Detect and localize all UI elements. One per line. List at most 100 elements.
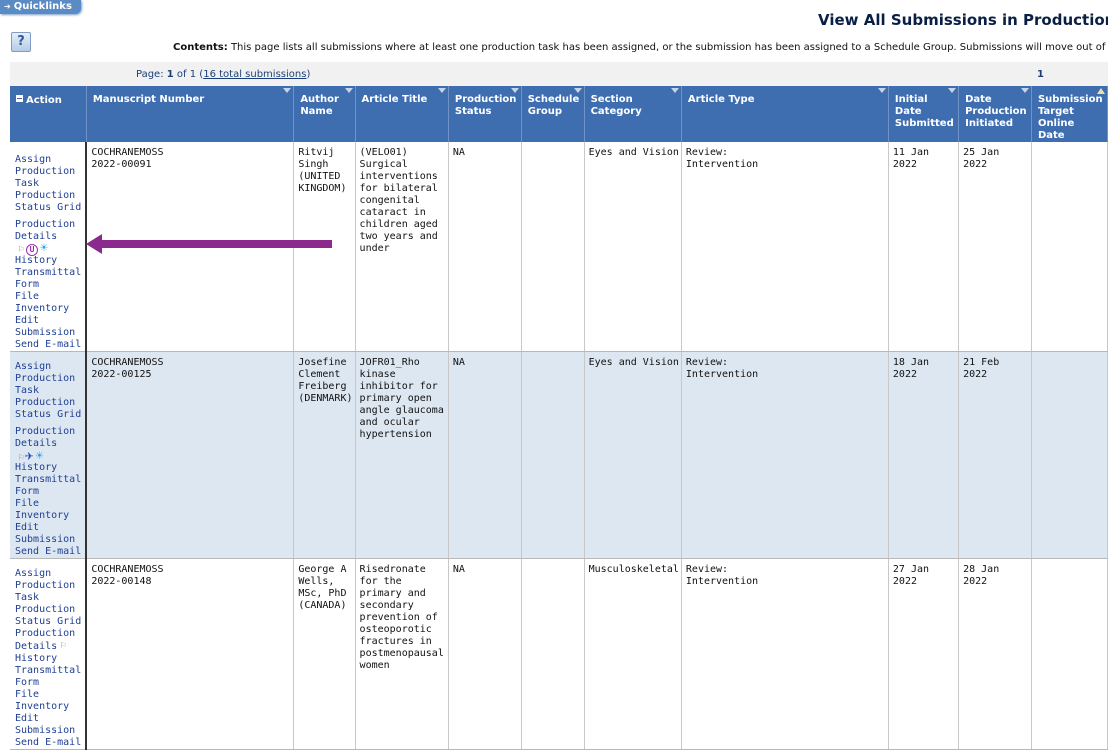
- production-status-grid-link[interactable]: Production Status Grid: [15, 603, 82, 627]
- sort-icon[interactable]: [283, 88, 292, 93]
- sort-icon[interactable]: [437, 88, 446, 93]
- column-header-production-status[interactable]: Production Status: [448, 86, 522, 142]
- sort-icon[interactable]: [948, 88, 957, 93]
- history-link[interactable]: History: [15, 254, 58, 266]
- target-online-date-cell: [1031, 558, 1108, 750]
- sort-icon[interactable]: [670, 88, 679, 93]
- pager-of: of 1: [176, 69, 197, 80]
- initial-date-cell: 18 Jan 2022: [888, 351, 960, 559]
- pager-current: 1: [166, 69, 174, 80]
- edit-submission-link[interactable]: Edit Submission: [15, 521, 76, 545]
- production-status-cell: NA: [448, 142, 522, 352]
- page-title: View All Submissions in Production: [818, 11, 1108, 29]
- submissions-table: Action Manuscript Number Author Name Art…: [10, 86, 1108, 750]
- action-cell: Assign Production Task Production Status…: [10, 351, 88, 559]
- section-category-cell: Eyes and Vision: [584, 351, 682, 559]
- contents-label: Contents:: [173, 42, 228, 53]
- assign-production-task-link[interactable]: Assign Production Task: [15, 360, 76, 396]
- help-icon[interactable]: ?: [11, 32, 31, 52]
- column-header-article-type[interactable]: Article Type: [681, 86, 889, 142]
- total-submissions-link[interactable]: 16 total submissions: [203, 69, 307, 80]
- sort-icon[interactable]: [573, 88, 582, 93]
- production-status-grid-link[interactable]: Production Status Grid: [15, 396, 82, 420]
- file-inventory-link[interactable]: File Inventory: [15, 688, 70, 712]
- schedule-group-cell: [521, 351, 585, 559]
- production-details-link[interactable]: Production Details: [15, 219, 76, 242]
- article-type-cell: Review: Intervention: [681, 142, 889, 352]
- schedule-group-cell: [521, 558, 585, 750]
- section-category-cell: Musculoskeletal: [584, 558, 682, 750]
- production-initiated-cell: 21 Feb 2022: [958, 351, 1032, 559]
- page-description: Contents: This page lists all submission…: [173, 42, 1105, 53]
- flag-icon: ⚐: [60, 639, 67, 651]
- left-arrow-annotation-icon: [86, 234, 332, 254]
- initial-date-cell: 11 Jan 2022: [888, 142, 960, 352]
- edit-submission-link[interactable]: Edit Submission: [15, 314, 76, 338]
- column-header-target-online-date[interactable]: Submission Target Online Date: [1031, 86, 1108, 142]
- manuscript-number-cell: COCHRANEMOSS 2022-00125: [86, 351, 295, 559]
- section-category-cell: Eyes and Vision: [584, 142, 682, 352]
- pager-label: Page:: [136, 69, 164, 80]
- pager: Page: 1 of 1 (16 total submissions): [136, 69, 311, 80]
- sort-icon[interactable]: [510, 88, 519, 93]
- column-header-manuscript-number[interactable]: Manuscript Number: [86, 86, 295, 142]
- production-status-cell: NA: [448, 558, 522, 750]
- article-title-cell: (VELO01) Surgical interventions for bila…: [355, 142, 449, 352]
- file-inventory-link[interactable]: File Inventory: [15, 497, 70, 521]
- article-title-cell: Risedronate for the primary and secondar…: [355, 558, 449, 750]
- sort-icon[interactable]: [877, 88, 886, 93]
- sun-icon: ☀: [40, 241, 48, 256]
- assign-production-task-link[interactable]: Assign Production Task: [15, 567, 76, 603]
- column-header-article-title[interactable]: Article Title: [355, 86, 449, 142]
- sort-icon[interactable]: [344, 88, 353, 93]
- edit-submission-link[interactable]: Edit Submission: [15, 712, 76, 736]
- article-title-cell: JOFR01_Rho kinase inhibitor for primary …: [355, 351, 449, 559]
- sort-ascending-icon[interactable]: [1097, 88, 1105, 94]
- column-header-action[interactable]: Action: [10, 86, 87, 142]
- production-initiated-cell: 28 Jan 2022: [958, 558, 1032, 750]
- action-cell: Assign Production Task Production Status…: [10, 558, 88, 750]
- contents-text: This page lists all submissions where at…: [230, 42, 1106, 53]
- assign-production-task-link[interactable]: Assign Production Task: [15, 154, 76, 189]
- initial-date-cell: 27 Jan 2022: [888, 558, 960, 750]
- sun-icon: ☀: [35, 448, 44, 464]
- send-email-link[interactable]: Send E-mail: [15, 736, 82, 748]
- page-number-link[interactable]: 1: [1037, 69, 1044, 80]
- column-header-production-initiated[interactable]: Date Production Initiated: [958, 86, 1032, 142]
- arrow-right-icon: ➔: [4, 2, 11, 11]
- transmittal-form-link[interactable]: Transmittal Form: [15, 266, 82, 290]
- table-row: Assign Production Task Production Status…: [10, 351, 1108, 559]
- production-status-grid-link[interactable]: Production Status Grid: [15, 190, 82, 213]
- history-link[interactable]: History: [15, 461, 58, 473]
- table-row: Assign Production Task Production Status…: [10, 142, 1108, 352]
- target-online-date-cell: [1031, 142, 1108, 352]
- column-header-schedule-group[interactable]: Schedule Group: [521, 86, 585, 142]
- history-link[interactable]: History: [15, 652, 58, 664]
- target-online-date-cell: [1031, 351, 1108, 559]
- column-header-initial-date[interactable]: Initial Date Submitted: [888, 86, 960, 142]
- transmittal-form-link[interactable]: Transmittal Form: [15, 664, 82, 688]
- quicklinks-label: Quicklinks: [13, 1, 72, 12]
- sort-icon[interactable]: [1020, 88, 1029, 93]
- airplane-icon: ✈: [25, 447, 34, 464]
- author-name-cell: George A Wells, MSc, PhD (CANADA): [293, 558, 356, 750]
- production-status-cell: NA: [448, 351, 522, 559]
- u-circle-icon: U: [26, 244, 39, 256]
- flag-icon: ⚐: [18, 244, 25, 255]
- table-header-row: Action Manuscript Number Author Name Art…: [10, 86, 1108, 142]
- production-details-link[interactable]: Production Details: [15, 425, 76, 449]
- column-header-author-name[interactable]: Author Name: [293, 86, 356, 142]
- file-inventory-link[interactable]: File Inventory: [15, 290, 70, 314]
- send-email-link[interactable]: Send E-mail: [15, 545, 82, 557]
- schedule-group-cell: [521, 142, 585, 352]
- pager-bar: [10, 62, 1108, 86]
- send-email-link[interactable]: Send E-mail: [15, 338, 82, 350]
- collapse-icon[interactable]: [16, 95, 23, 102]
- column-header-section-category[interactable]: Section Category: [584, 86, 682, 142]
- table-row: Assign Production Task Production Status…: [10, 558, 1108, 750]
- quicklinks-tab[interactable]: ➔ Quicklinks: [0, 0, 81, 14]
- production-initiated-cell: 25 Jan 2022: [958, 142, 1032, 352]
- transmittal-form-link[interactable]: Transmittal Form: [15, 473, 82, 497]
- flag-icon: ⚐: [18, 451, 25, 463]
- article-type-cell: Review: Intervention: [681, 558, 889, 750]
